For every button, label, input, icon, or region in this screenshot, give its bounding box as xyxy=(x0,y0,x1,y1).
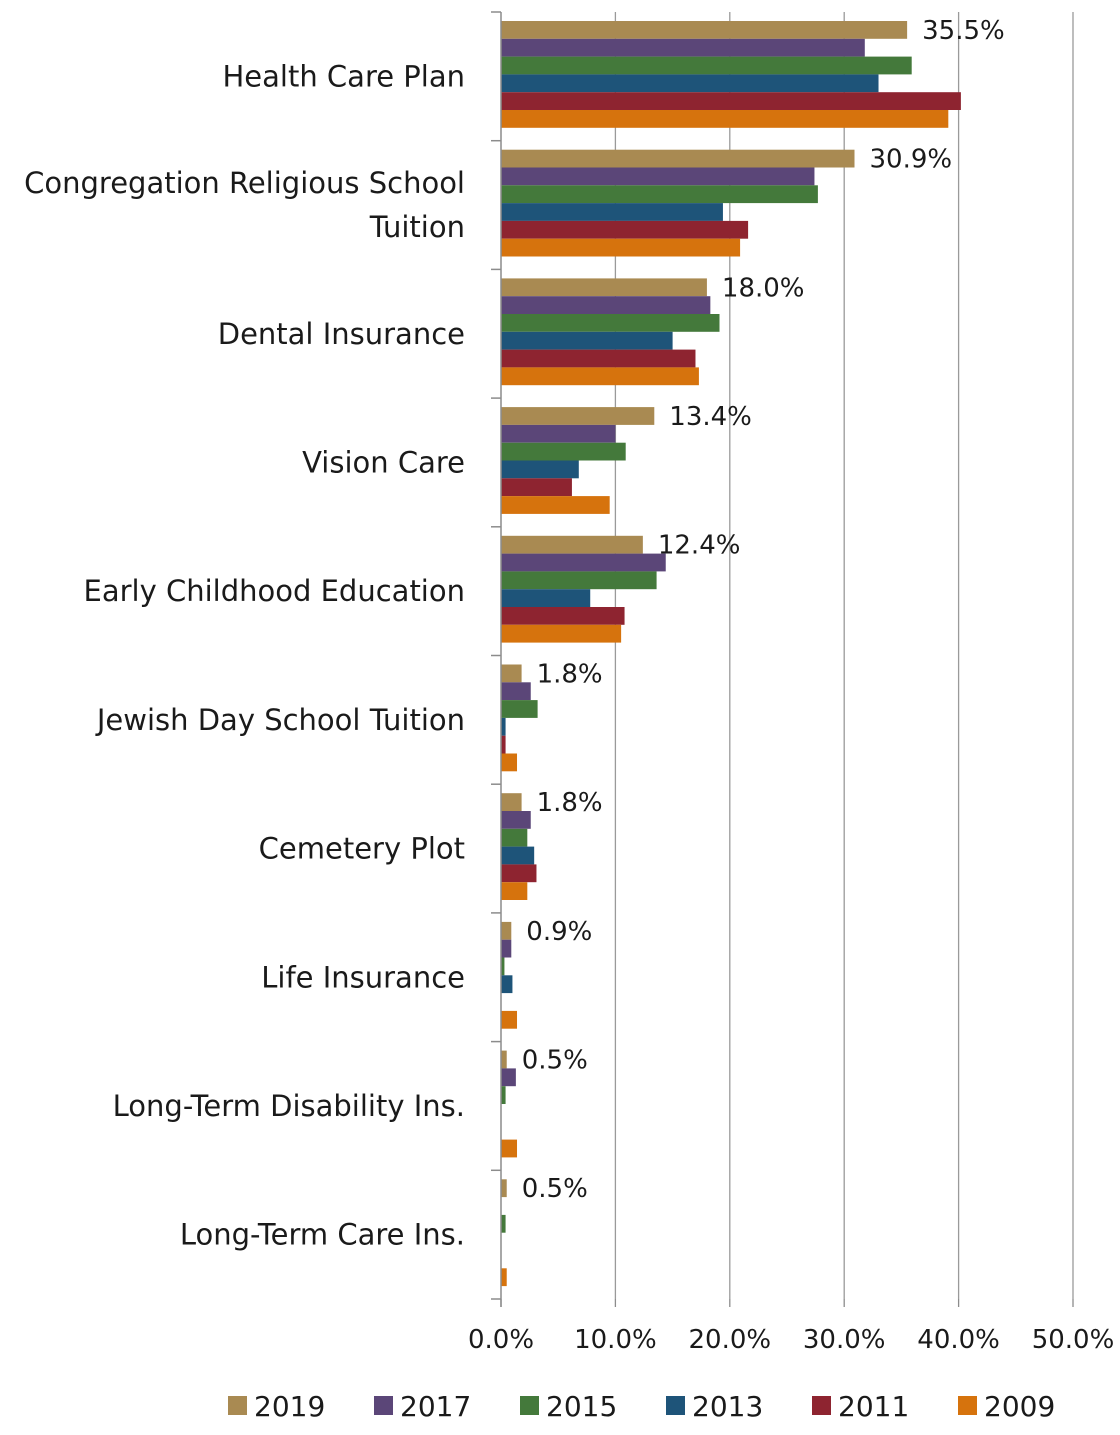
x-tick-label: 50.0% xyxy=(1032,1325,1115,1355)
bar-2013 xyxy=(501,460,579,479)
x-tick-label: 30.0% xyxy=(803,1325,886,1355)
legend-swatch-2011 xyxy=(812,1396,831,1415)
bar-2015 xyxy=(501,700,538,718)
bar-2019 xyxy=(501,1050,507,1069)
bar-2015 xyxy=(501,314,720,332)
bar-2009 xyxy=(501,110,949,128)
bar-2013 xyxy=(501,331,673,350)
category-label: Long-Term Disability Ins. xyxy=(113,1089,465,1123)
legend-swatch-2013 xyxy=(666,1396,685,1415)
bar-2017 xyxy=(501,811,531,829)
legend-label-2017: 2017 xyxy=(400,1390,471,1423)
data-label: 13.4% xyxy=(669,402,752,432)
bar-2009 xyxy=(501,1268,507,1287)
data-label: 12.4% xyxy=(658,531,741,561)
bar-2011 xyxy=(501,607,625,625)
data-label: 1.8% xyxy=(537,788,603,818)
bar-2019 xyxy=(501,664,522,683)
data-label: 0.5% xyxy=(522,1046,588,1076)
bar-2009 xyxy=(501,882,528,900)
legend-label-2011: 2011 xyxy=(838,1390,909,1423)
bar-2019 xyxy=(501,21,908,39)
bar-2011 xyxy=(501,92,961,110)
bar-2019 xyxy=(501,1179,507,1198)
x-tick-labels: 0.0% 10.0% 20.0% 30.0% 40.0% 50.0% xyxy=(468,1325,1114,1355)
category-label: Vision Care xyxy=(302,445,465,479)
bar-2009 xyxy=(501,496,610,514)
bar-2015 xyxy=(501,1086,506,1104)
bar-2013 xyxy=(501,589,591,607)
category-label: Congregation Religious School Tuition xyxy=(24,166,465,244)
legend-swatch-2019 xyxy=(228,1396,247,1415)
bar-2019 xyxy=(501,921,512,940)
x-tick-label: 10.0% xyxy=(574,1325,657,1355)
bar-2009 xyxy=(501,1139,518,1158)
category-label: Cemetery Plot xyxy=(259,832,465,866)
bar-2011 xyxy=(501,478,572,497)
bar-2009 xyxy=(501,367,699,386)
category-label: Jewish Day School Tuition xyxy=(95,703,465,737)
bar-2017 xyxy=(501,38,865,57)
data-label: 0.9% xyxy=(526,917,592,947)
bar-2017 xyxy=(501,296,711,314)
category-label: Long-Term Care Ins. xyxy=(180,1218,465,1252)
data-labels: 35.5% 30.9% 18.0% 13.4% 12.4% 1.8% 1.8% 0.9% 0.5… xyxy=(522,16,1005,1204)
bar-2015 xyxy=(501,957,505,976)
legend-label-2009: 2009 xyxy=(984,1390,1055,1423)
category-axis xyxy=(491,11,1074,1307)
bar-2017 xyxy=(501,424,616,443)
bar-2011 xyxy=(501,349,696,368)
bar-2017 xyxy=(501,939,512,958)
bar-2015 xyxy=(501,185,818,204)
bar-2013 xyxy=(501,846,535,865)
bar-2017 xyxy=(501,167,815,186)
bar-2013 xyxy=(501,975,513,994)
bar-2011 xyxy=(501,220,749,239)
bar-2019 xyxy=(501,407,655,425)
bar-2019 xyxy=(501,149,855,168)
data-label: 0.5% xyxy=(522,1174,588,1204)
x-tick-label: 0.0% xyxy=(468,1325,534,1355)
category-label: Early Childhood Education xyxy=(84,574,465,608)
bar-2009 xyxy=(501,1010,518,1029)
bar-2009 xyxy=(501,238,741,257)
bar-2011 xyxy=(501,735,506,754)
legend-swatch-2017 xyxy=(374,1396,393,1415)
bar-2015 xyxy=(501,1214,506,1233)
x-tick-label: 40.0% xyxy=(917,1325,1000,1355)
legend: 2019 2017 2015 2013 2011 2009 xyxy=(228,1390,1055,1423)
bar-2013 xyxy=(501,74,879,93)
bar-2015 xyxy=(501,828,528,847)
bar-2015 xyxy=(501,571,657,590)
bar-2019 xyxy=(501,278,707,297)
x-tick-label: 20.0% xyxy=(688,1325,771,1355)
legend-swatch-2009 xyxy=(958,1396,977,1415)
bar-2015 xyxy=(501,56,912,75)
data-label: 1.8% xyxy=(537,659,603,689)
category-labels: Health Care Plan Congregation Religious S… xyxy=(24,59,465,1251)
category-label: Life Insurance xyxy=(261,960,465,994)
legend-label-2019: 2019 xyxy=(254,1390,325,1423)
bar-2011 xyxy=(501,864,537,883)
legend-label-2013: 2013 xyxy=(692,1390,763,1423)
data-label: 35.5% xyxy=(922,16,1005,46)
data-label: 18.0% xyxy=(722,273,805,303)
category-label: Dental Insurance xyxy=(218,317,465,351)
category-label: Health Care Plan xyxy=(222,59,465,93)
bar-2009 xyxy=(501,753,518,772)
bar-2019 xyxy=(501,793,522,811)
bar-2017 xyxy=(501,682,531,701)
data-label: 30.9% xyxy=(869,145,952,175)
bar-2009 xyxy=(501,624,622,643)
legend-swatch-2015 xyxy=(520,1396,539,1415)
bar-2015 xyxy=(501,442,626,461)
bar-2017 xyxy=(501,1068,516,1087)
bars xyxy=(501,21,961,1287)
legend-label-2015: 2015 xyxy=(546,1390,617,1423)
bar-2019 xyxy=(501,535,643,554)
bar-2017 xyxy=(501,553,666,572)
bar-2013 xyxy=(501,203,723,221)
bar-2013 xyxy=(501,717,506,736)
